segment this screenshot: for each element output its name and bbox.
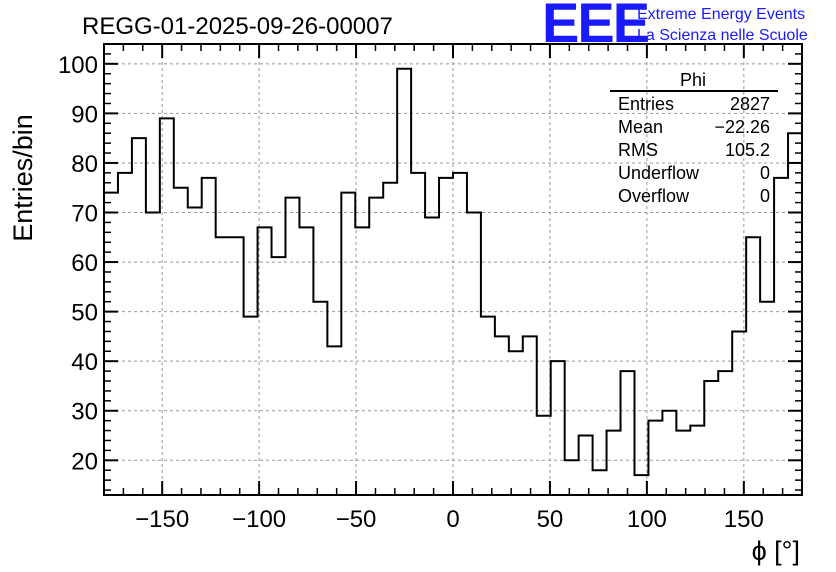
histogram-bin	[718, 371, 732, 495]
histogram-bin	[621, 371, 635, 495]
y-tick-label: 30	[71, 399, 98, 426]
histogram-bin	[481, 317, 495, 495]
y-tick-label: 60	[71, 250, 98, 277]
histogram-bin	[299, 227, 313, 495]
histogram-bin	[313, 302, 327, 495]
histogram-bin	[593, 470, 607, 495]
logo-line1: Extreme Energy Events	[637, 6, 805, 23]
x-tick-label: 50	[537, 506, 564, 533]
x-tick-label: 0	[446, 506, 459, 533]
histogram-bin	[453, 173, 467, 495]
histogram-bin	[439, 178, 453, 495]
histogram-bin	[760, 302, 774, 495]
stats-row-label: Mean	[618, 117, 663, 137]
stats-row-value: −22.26	[714, 117, 770, 137]
histogram-bin	[272, 257, 286, 495]
y-tick-label: 50	[71, 300, 98, 327]
histogram-bin	[132, 138, 146, 495]
histogram-bin	[174, 188, 188, 495]
histogram-bin	[355, 227, 369, 495]
histogram-bin	[467, 213, 481, 495]
histogram-bin	[146, 213, 160, 495]
logo-mark: EEE	[542, 0, 649, 54]
logo-line2: La Scienza nelle Scuole	[637, 27, 808, 44]
stats-row-value: 2827	[730, 94, 770, 114]
histogram-bin	[774, 178, 788, 495]
histogram-bin	[230, 237, 244, 495]
grid-lines	[104, 44, 802, 495]
eee-logo: EEE Extreme Energy Events La Scienza nel…	[542, 0, 808, 54]
stats-box: Phi Entries 2827 Mean −22.26 RMS 105.2 Underfl…	[610, 70, 778, 206]
histogram-bin	[676, 431, 690, 495]
histogram-bin	[216, 237, 230, 495]
histogram-bin	[565, 460, 579, 495]
histogram-bin	[369, 198, 383, 495]
histogram-bin	[648, 421, 662, 495]
stats-row-value: 105.2	[725, 140, 770, 160]
y-axis-title: Entries/bin	[8, 114, 38, 242]
histogram-bin	[690, 426, 704, 495]
histogram-bin	[188, 208, 202, 495]
chart-title: REGG-01-2025-09-26-00007	[82, 13, 393, 40]
stats-rows: Entries 2827 Mean −22.26 RMS 105.2 Underflow 0 O…	[618, 94, 770, 206]
y-tick-label: 40	[71, 349, 98, 376]
y-tick-label: 80	[71, 151, 98, 178]
histogram-bin	[704, 381, 718, 495]
histogram-bin	[202, 178, 216, 495]
tick-labels: 20 30 40 50 60 70 80 90 100 −150 −100 −50 0 50 100 150	[58, 52, 764, 533]
stats-row-label: RMS	[618, 140, 658, 160]
stats-row-label: Underflow	[618, 163, 700, 183]
x-tick-label: −50	[336, 506, 377, 533]
histogram-bin	[732, 331, 746, 495]
histogram-bin	[523, 336, 537, 495]
y-tick-label: 90	[71, 101, 98, 128]
histogram-bin	[397, 69, 411, 495]
x-tick-label: 150	[724, 506, 764, 533]
histogram-bin	[509, 351, 523, 495]
stats-row-value: 0	[760, 163, 770, 183]
stats-row-label: Overflow	[618, 186, 690, 206]
stats-row-value: 0	[760, 186, 770, 206]
histogram-bin	[327, 346, 341, 495]
histogram-bin	[383, 183, 397, 495]
histogram-bin	[579, 436, 593, 495]
stats-title: Phi	[680, 70, 706, 90]
histogram-bin	[244, 317, 258, 495]
histogram-bin	[285, 198, 299, 495]
x-tick-label: −100	[232, 506, 286, 533]
histogram-bin	[160, 118, 174, 495]
histogram-bin	[537, 416, 551, 495]
axis-ticks	[103, 43, 803, 495]
histogram-bin	[607, 431, 621, 495]
histogram-bins	[104, 69, 802, 495]
stats-row-label: Entries	[618, 94, 674, 114]
histogram-bin	[551, 361, 565, 495]
histogram-bin	[495, 336, 509, 495]
histogram-bin	[258, 227, 272, 495]
x-axis-title: ϕ [°]	[752, 536, 800, 566]
x-tick-label: 100	[627, 506, 667, 533]
y-tick-label: 70	[71, 201, 98, 228]
histogram-bin	[662, 411, 676, 495]
histogram-bin	[425, 217, 439, 495]
histogram-bin	[746, 237, 760, 495]
histogram-bin	[341, 193, 355, 495]
x-tick-label: −150	[135, 506, 189, 533]
histogram-outline	[104, 67, 802, 477]
histogram-bin	[411, 173, 425, 495]
y-tick-label: 20	[71, 448, 98, 475]
y-tick-label: 100	[58, 52, 98, 79]
histogram-bin	[118, 173, 132, 495]
